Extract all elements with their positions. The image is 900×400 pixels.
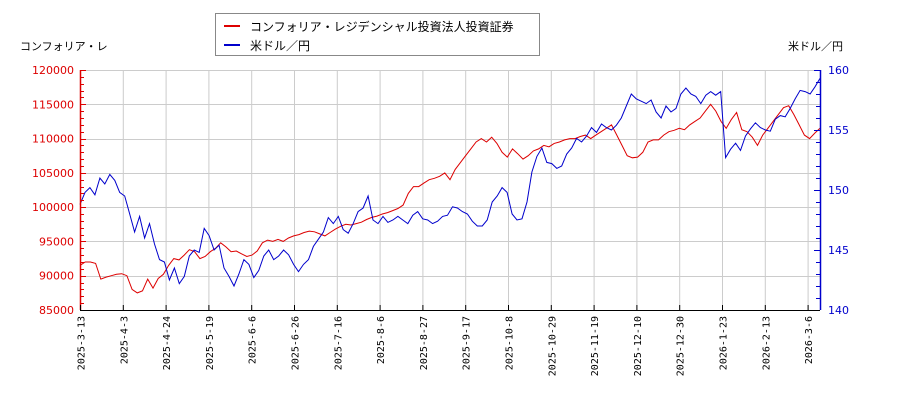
right-tick-label: 150 (828, 184, 849, 197)
x-tick-label: 2025-6-26 (291, 316, 302, 370)
legend-label-usdjpy: 米ドル／円 (250, 38, 311, 53)
right-axis-title: 米ドル／円 (788, 40, 843, 53)
x-tick-label: 2026-1-23 (719, 316, 730, 370)
x-tick-label: 2025-8-27 (419, 316, 430, 370)
left-tick-label: 100000 (32, 201, 74, 214)
x-tick-label: 2025-4-3 (119, 316, 130, 364)
right-y-axis: 140 145 150 155 160 (814, 64, 849, 317)
left-axis-title: コンフォリア・レ (20, 40, 108, 53)
left-tick-label: 115000 (32, 98, 74, 111)
right-tick-label: 145 (828, 244, 849, 257)
left-tick-label: 95000 (39, 235, 74, 248)
left-tick-label: 120000 (32, 64, 74, 77)
x-axis: 2025-3-13 2025-4-3 2025-4-24 2025-5-19 2025-… (77, 305, 820, 376)
x-tick-label: 2025-4-24 (162, 316, 173, 370)
right-tick-label: 160 (828, 64, 849, 77)
x-tick-label: 2025-3-13 (77, 316, 88, 370)
x-tick-label: 2025-12-10 (633, 316, 644, 376)
x-tick-label: 2025-12-30 (676, 316, 687, 376)
legend-swatch-blue (224, 44, 240, 46)
x-tick-label: 2026-2-13 (761, 316, 772, 370)
usdjpy-line (79, 78, 821, 288)
legend-item-reit: コンフォリア・レジデンシャル投資法人投資証券 (224, 17, 514, 35)
legend-swatch-red (224, 25, 240, 27)
left-y-axis: 85000 90000 95000 100000 105000 110000 115000 1… (32, 64, 86, 317)
legend-item-usdjpy: 米ドル／円 (224, 36, 310, 54)
left-tick-label: 110000 (32, 133, 74, 146)
right-tick-label: 155 (828, 124, 849, 137)
left-tick-label: 105000 (32, 167, 74, 180)
x-tick-label: 2025-6-6 (248, 316, 259, 364)
x-tick-label: 2025-7-16 (333, 316, 344, 370)
x-tick-label: 2025-11-19 (590, 316, 601, 376)
legend-label-reit: コンフォリア・レジデンシャル投資法人投資証券 (250, 19, 514, 34)
x-tick-label: 2025-9-17 (462, 316, 473, 370)
grid (80, 70, 820, 311)
reit-price-line (79, 103, 821, 294)
x-tick-label: 2025-10-8 (505, 316, 516, 370)
left-tick-label: 90000 (39, 270, 74, 283)
chart-legend: コンフォリア・レジデンシャル投資法人投資証券 米ドル／円 (215, 13, 540, 56)
x-tick-label: 2025-10-29 (547, 316, 558, 376)
right-tick-label: 140 (828, 304, 849, 317)
left-tick-label: 85000 (39, 304, 74, 317)
x-tick-label: 2025-8-6 (376, 316, 387, 364)
x-tick-label: 2025-5-19 (205, 316, 216, 370)
x-tick-label: 2026-3-6 (804, 316, 815, 364)
